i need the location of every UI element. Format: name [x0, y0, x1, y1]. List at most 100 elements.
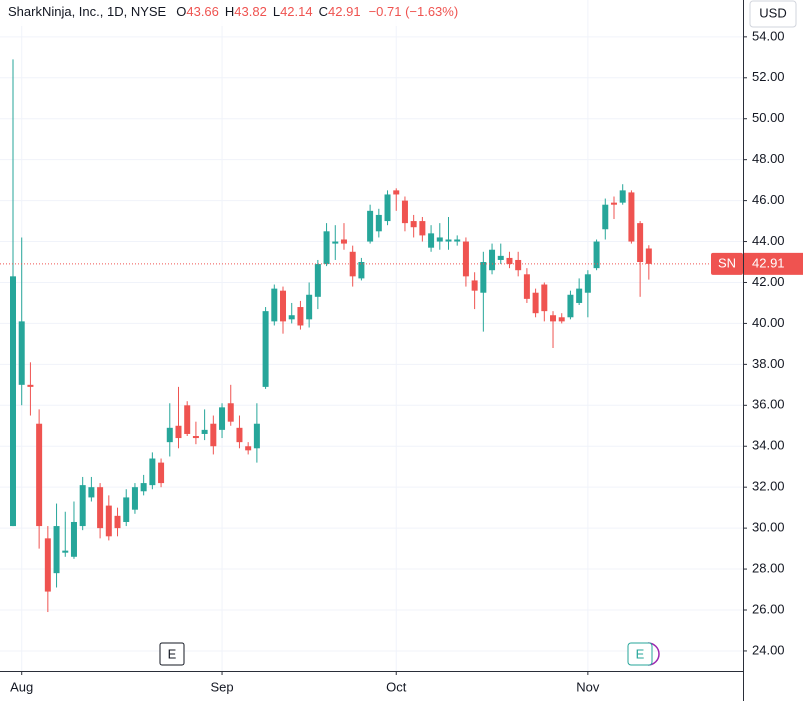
- candle-body: [36, 423, 43, 527]
- earnings-marker[interactable]: [627, 642, 653, 666]
- candle-body: [88, 487, 95, 498]
- y-tick-label: 32.00: [752, 479, 785, 494]
- candle-body: [53, 526, 60, 574]
- candle-body: [401, 200, 408, 224]
- candle-body: [384, 194, 391, 222]
- candle-body: [332, 241, 339, 244]
- candle-body: [114, 515, 121, 529]
- candle-body: [567, 294, 574, 318]
- candle-body: [323, 231, 330, 265]
- header: SharkNinja, Inc., 1D, NYSE O43.66 H43.82 L4…: [8, 4, 458, 19]
- candle-body: [358, 262, 365, 279]
- candle-body: [140, 483, 147, 492]
- candle-body: [445, 239, 452, 242]
- candle-body: [210, 423, 217, 447]
- x-tick-label: Nov: [576, 679, 600, 694]
- currency-button[interactable]: [749, 0, 797, 28]
- earnings-marker[interactable]: [159, 642, 185, 666]
- candle-body: [349, 251, 356, 277]
- y-tick-label: 34.00: [752, 438, 785, 453]
- candle-body: [532, 292, 539, 314]
- candle-body: [410, 221, 417, 228]
- candle-body: [515, 259, 522, 271]
- candle-body: [419, 221, 426, 236]
- candle-body: [280, 290, 287, 322]
- earnings-label[interactable]: E: [636, 646, 645, 661]
- y-tick-label: 38.00: [752, 356, 785, 371]
- earnings-label[interactable]: E: [168, 646, 177, 661]
- candle-body: [271, 288, 278, 322]
- y-tick-label: 50.00: [752, 110, 785, 125]
- candle-body: [79, 485, 86, 527]
- candle-body: [149, 458, 156, 486]
- last-price-label: 42.91: [752, 255, 785, 270]
- y-tick-label: 28.00: [752, 560, 785, 575]
- ohlc-value: 43.66: [186, 4, 219, 19]
- ohlc-value: 42.91: [328, 4, 361, 19]
- title: SharkNinja, Inc., 1D, NYSE: [8, 4, 167, 19]
- currency[interactable]: USD: [759, 5, 786, 20]
- y-tick-label: 52.00: [752, 69, 785, 84]
- y-tick-label: 46.00: [752, 192, 785, 207]
- candle-body: [436, 237, 443, 242]
- ohlc-label: L: [273, 4, 280, 19]
- candle-body: [306, 294, 313, 320]
- candle-body: [166, 427, 173, 443]
- candle-body: [497, 255, 504, 260]
- y-tick-label: 44.00: [752, 233, 785, 248]
- candle-body: [367, 210, 374, 242]
- candle-body: [489, 249, 496, 271]
- candle-body: [253, 423, 260, 449]
- ohlc-label: O: [176, 4, 186, 19]
- candle-body: [262, 311, 269, 387]
- ohlc-value: 43.82: [234, 4, 267, 19]
- candle-body: [219, 407, 226, 430]
- candle-body: [558, 317, 565, 322]
- candle-body: [471, 280, 478, 291]
- candle-body: [480, 262, 487, 293]
- ohlc-label: H: [225, 4, 234, 19]
- candle-body: [158, 462, 165, 484]
- x-tick-label: Sep: [210, 679, 233, 694]
- candle-body: [297, 307, 304, 326]
- candle-body: [584, 274, 591, 293]
- candle-body: [131, 487, 138, 510]
- candle-body: [18, 321, 25, 385]
- candle-body: [97, 487, 104, 529]
- candle-body: [637, 223, 644, 263]
- candle-body: [192, 436, 199, 439]
- y-tick-label: 54.00: [752, 28, 785, 43]
- candle-body: [70, 521, 77, 557]
- candle-body: [462, 241, 469, 277]
- header-bg: [0, 0, 560, 26]
- last-price-badge: [744, 252, 803, 275]
- symbol-badge: [711, 252, 743, 275]
- candle-body: [62, 550, 69, 553]
- candle-body: [27, 384, 34, 387]
- ohlc-label: C: [319, 4, 328, 19]
- y-tick-label: 24.00: [752, 642, 785, 657]
- candle-body: [123, 497, 130, 522]
- candle-body: [201, 429, 208, 434]
- candle-body: [375, 214, 382, 232]
- ohlc-value: 42.14: [280, 4, 313, 19]
- candle-body: [593, 241, 600, 269]
- candle-body: [619, 190, 626, 203]
- candle-body: [10, 276, 16, 527]
- x-tick-label: Aug: [10, 679, 33, 694]
- candle-body: [175, 425, 182, 439]
- y-tick-label: 30.00: [752, 520, 785, 535]
- candle-body: [645, 248, 652, 264]
- candle-body: [393, 190, 400, 195]
- candle-body: [428, 233, 435, 248]
- candle-body: [245, 446, 252, 451]
- x-tick-label: Oct: [386, 679, 407, 694]
- candle-body: [236, 427, 243, 443]
- candle-body: [184, 405, 191, 434]
- candle-body: [44, 538, 51, 592]
- candle-body: [506, 257, 513, 265]
- candle-body: [541, 284, 548, 312]
- candle-body: [610, 202, 617, 205]
